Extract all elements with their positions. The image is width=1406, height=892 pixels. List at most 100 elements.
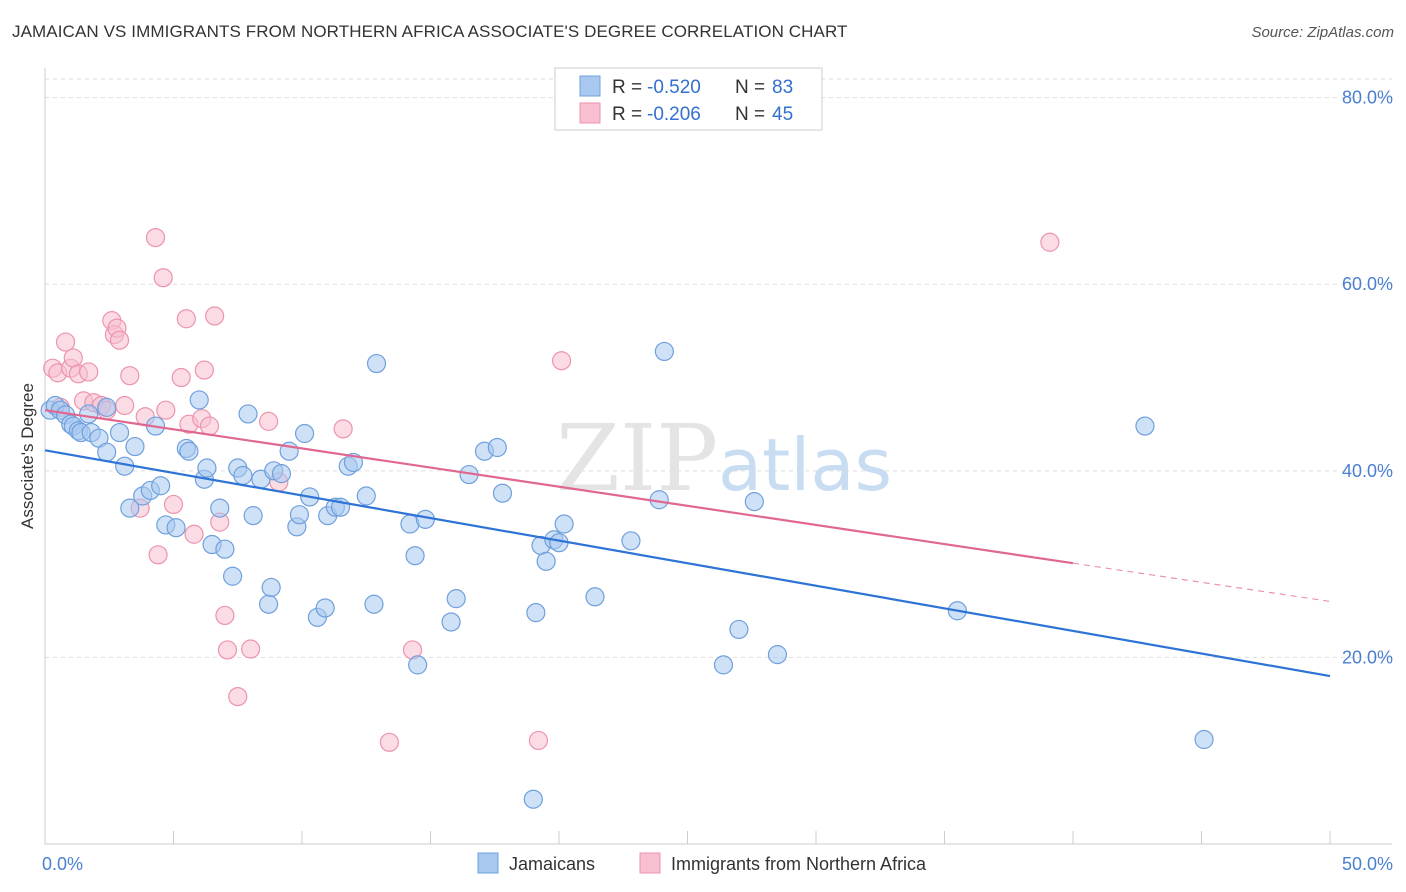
jamaicans-point-44 <box>294 423 315 444</box>
jamaicans-point-31 <box>223 566 243 586</box>
jamaicans-point-43 <box>289 505 310 525</box>
northern-africa-point-25 <box>171 367 191 388</box>
jamaicans-point-53 <box>356 486 376 506</box>
jamaicans-point-52 <box>343 452 363 473</box>
bottom-legend-jamaicans: Jamaicans <box>509 854 595 874</box>
jamaicans-point-60 <box>441 612 461 632</box>
jamaicans-point-74 <box>621 531 641 551</box>
jamaicans-point-54 <box>364 594 384 614</box>
chart-title: JAMAICAN VS IMMIGRANTS FROM NORTHERN AFR… <box>12 22 848 41</box>
jamaicans-point-12 <box>109 422 130 443</box>
y-tick-labels: 20.0% 40.0% 60.0% 80.0% <box>1342 88 1393 668</box>
jamaicans-point-55 <box>366 353 387 374</box>
legend-r-value-1: -0.206 <box>647 104 701 125</box>
northern-africa-point-24 <box>163 494 184 515</box>
jamaicans-point-72 <box>554 514 574 534</box>
jamaicans-point-30 <box>215 539 235 559</box>
jamaicans-point-13 <box>97 442 117 462</box>
y-axis-title: Associate's Degree <box>18 383 37 529</box>
bottom-legend-swatch-northern-africa <box>639 852 661 874</box>
jamaicans-point-69 <box>536 551 556 571</box>
northern-africa-point-31 <box>199 416 220 436</box>
legend-swatch-blue <box>579 75 601 97</box>
bottom-legend-northern-africa: Immigrants from Northern Africa <box>671 854 927 874</box>
jamaicans-point-19 <box>151 476 171 496</box>
trend-line-northern-africa-extension <box>1072 562 1331 603</box>
legend-swatch-pink <box>579 102 601 124</box>
bottom-legend-swatch-jamaicans <box>477 852 499 874</box>
jamaicans-point-79 <box>744 492 764 512</box>
northern-africa-point-28 <box>184 524 204 544</box>
legend-n-value-0: 83 <box>772 77 793 98</box>
northern-africa-point-5 <box>63 348 83 368</box>
trend-line-northern-africa <box>44 409 1074 565</box>
northern-africa-point-26 <box>176 309 196 329</box>
y-tick-label-80: 80.0% <box>1342 88 1393 108</box>
jamaicans-point-37 <box>258 594 279 614</box>
legend-r-value-0: -0.520 <box>647 77 701 98</box>
y-tick-label-20: 20.0% <box>1342 647 1393 667</box>
jamaicans-point-29 <box>210 498 230 518</box>
jamaicans-point-73 <box>585 587 605 607</box>
watermark-zip: ZIP <box>556 405 718 512</box>
northern-africa-point-17 <box>120 366 140 386</box>
series-northern-africa-points <box>43 227 1060 752</box>
source-label: Source: ZipAtlas.com <box>1251 24 1394 41</box>
jamaicans-point-15 <box>125 436 145 457</box>
northern-africa-point-44 <box>551 351 572 371</box>
y-tick-label-40: 40.0% <box>1342 461 1393 481</box>
jamaicans-point-61 <box>446 589 466 609</box>
jamaicans-point-64 <box>487 437 507 458</box>
northern-africa-point-36 <box>228 686 248 707</box>
y-tick-label-60: 60.0% <box>1342 274 1393 294</box>
jamaicans-point-16 <box>120 498 140 518</box>
jamaicans-point-47 <box>315 598 335 618</box>
jamaicans-point-11 <box>97 397 117 417</box>
northern-africa-point-15 <box>109 330 130 350</box>
jamaicans-point-80 <box>767 645 788 665</box>
trend-lines <box>44 409 1331 678</box>
jamaicans-point-38 <box>261 577 281 598</box>
northern-africa-point-43 <box>528 730 549 751</box>
jamaicans-point-57 <box>405 546 425 566</box>
legend-r-label-0: R = <box>612 77 642 98</box>
jamaicans-point-8 <box>79 404 99 424</box>
jamaicans-point-27 <box>197 458 217 478</box>
northern-africa-point-22 <box>153 268 173 288</box>
northern-africa-point-45 <box>1040 232 1060 252</box>
x-tick-label-min: 0.0% <box>42 854 83 874</box>
northern-africa-point-34 <box>215 605 235 626</box>
jamaicans-point-33 <box>233 465 253 486</box>
northern-africa-point-35 <box>217 640 238 660</box>
watermark-atlas: atlas <box>718 423 892 507</box>
northern-africa-point-16 <box>115 395 135 416</box>
legend-n-label-0: N = <box>735 77 765 98</box>
series-jamaicans-points <box>40 341 1214 809</box>
northern-africa-point-40 <box>333 419 353 439</box>
jamaicans-point-82 <box>1135 416 1155 436</box>
legend-r-label-1: R = <box>612 104 642 125</box>
grid <box>45 78 1392 658</box>
legend-n-label-1: N = <box>735 104 765 125</box>
northern-africa-point-41 <box>379 732 399 752</box>
northern-africa-point-32 <box>205 306 225 326</box>
jamaicans-point-76 <box>654 341 674 362</box>
x-ticks <box>173 831 1331 844</box>
jamaicans-point-58 <box>408 655 428 675</box>
jamaicans-point-35 <box>243 506 263 526</box>
correlation-legend: R = -0.520 N = 83 R = -0.206 N = 45 <box>554 67 823 131</box>
jamaicans-point-40 <box>271 464 292 484</box>
jamaicans-point-78 <box>729 619 749 640</box>
trend-line-jamaicans <box>44 449 1331 678</box>
northern-africa-point-3 <box>55 332 76 352</box>
jamaicans-point-77 <box>713 655 734 675</box>
jamaicans-point-22 <box>166 518 186 538</box>
northern-africa-point-20 <box>145 227 166 248</box>
jamaicans-point-67 <box>526 603 546 623</box>
jamaicans-point-25 <box>189 390 209 410</box>
northern-africa-point-23 <box>156 400 176 420</box>
northern-africa-point-38 <box>258 411 279 431</box>
jamaicans-point-65 <box>492 483 513 503</box>
northern-africa-point-8 <box>79 362 99 382</box>
jamaicans-point-83 <box>1194 729 1214 750</box>
